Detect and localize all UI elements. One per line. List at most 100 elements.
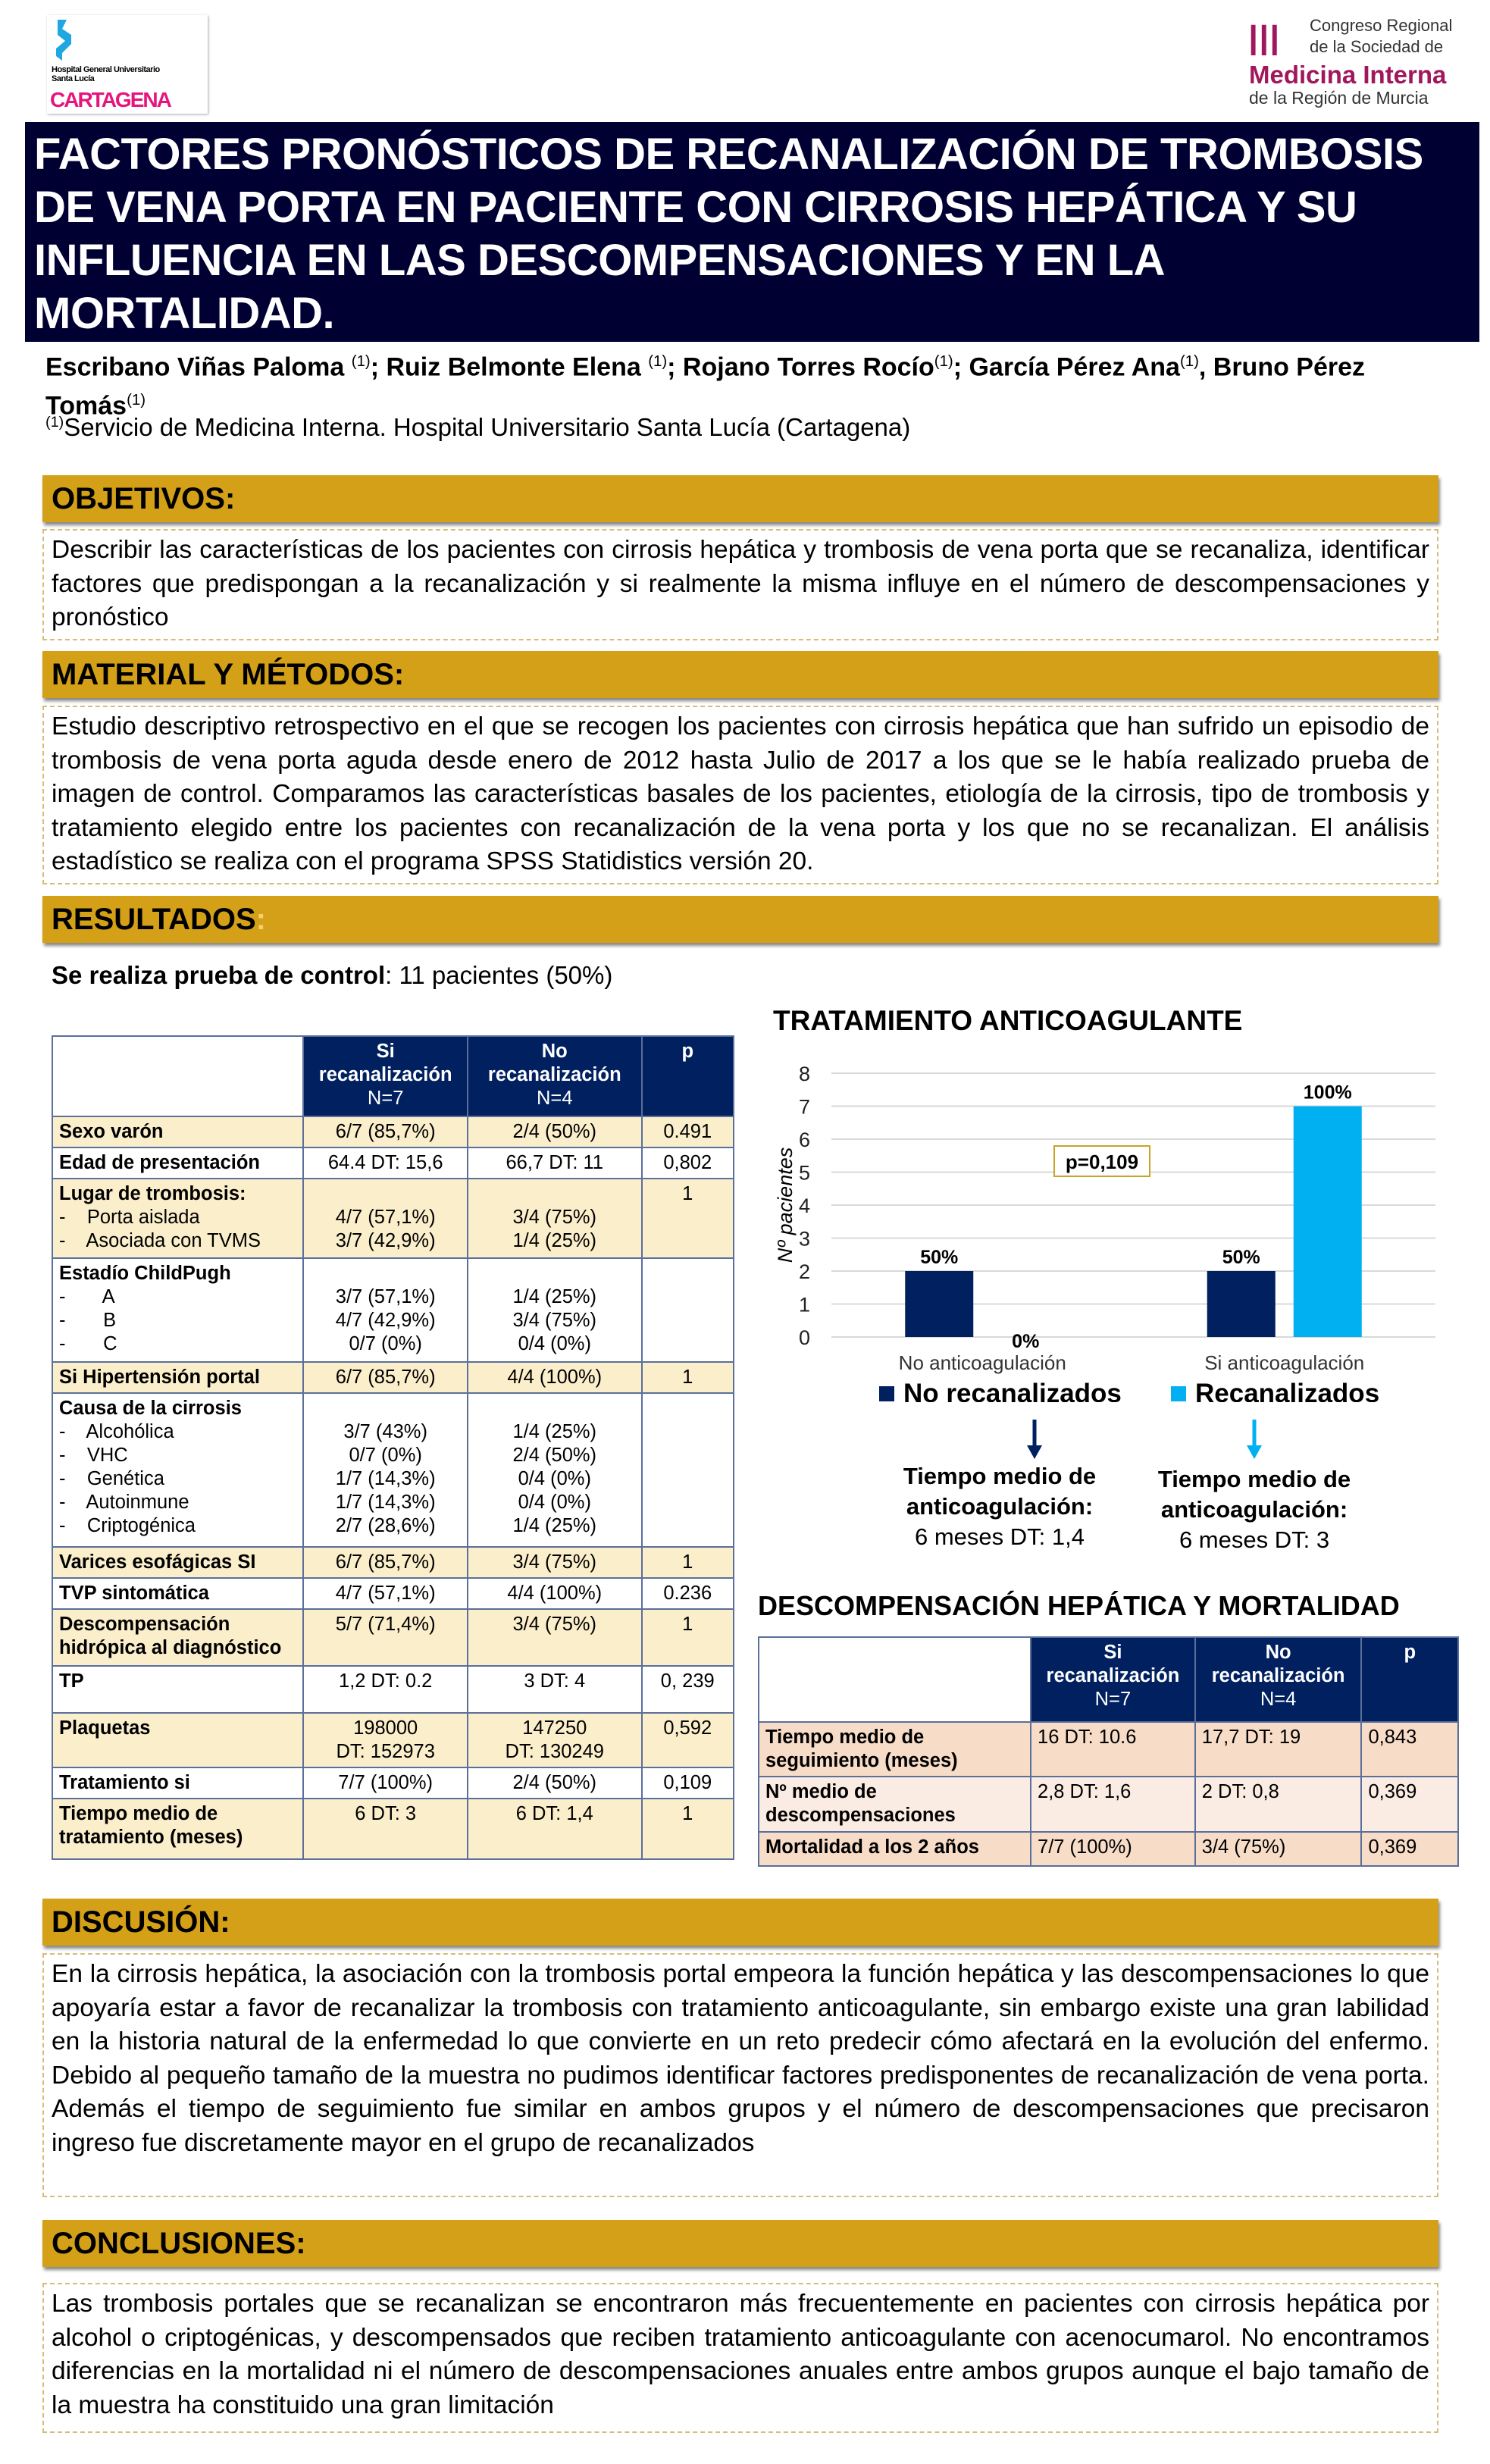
row-label: TP [59, 1670, 84, 1692]
resultados-intro: Se realiza prueba de control: 11 pacient… [52, 961, 612, 990]
si-cell: 7/7 (100%) [1030, 1831, 1196, 1867]
cell-value: 2,8 DT: 1,6 [1038, 1781, 1132, 1802]
cell-value: 4/7 (42,9%) [335, 1310, 436, 1331]
no-cell: 1/4 (25%) 3/4 (75%) 0/4 (0%) [467, 1257, 643, 1363]
p-value: 0,369 [1368, 1781, 1417, 1802]
row-sublabel: - Asociada con TVMS [59, 1230, 261, 1251]
bar-data-label: 0% [1012, 1331, 1039, 1352]
row-label-cell: Lugar de trombosis: - Porta aislada - Asoc… [51, 1178, 305, 1259]
congress-line1: Congreso Regional [1310, 16, 1453, 35]
no-cell: 147250 DT: 130249 [467, 1712, 643, 1768]
note-line1: Tiempo medio de [1157, 1466, 1351, 1492]
table-row: Descompensación hidrópica al diagnóstico… [51, 1608, 735, 1667]
poster-title: FACTORES PRONÓSTICOS DE RECANALIZACIÓN D… [25, 122, 1479, 342]
resultados-header: RESULTADOS: [42, 896, 1438, 943]
legend-label: No recanalizados [903, 1379, 1122, 1402]
cell-value: 6 DT: 3 [355, 1803, 417, 1824]
table-row: Lugar de trombosis: - Porta aislada - Asoc… [51, 1178, 735, 1259]
spacer [310, 1182, 461, 1206]
cell-value: 2/4 (50%) [512, 1445, 597, 1466]
note-line2: anticoagulación: [906, 1493, 1094, 1520]
column-header: Si recanalización N=7 [302, 1035, 469, 1117]
table-row: Tiempo medio de tratamiento (meses) 6 DT:… [51, 1798, 735, 1860]
x-category-label: Si anticoagulación [1204, 1351, 1364, 1374]
legend-swatch [1171, 1386, 1186, 1401]
header-line1: p [1404, 1642, 1416, 1663]
si-cell: 198000 DT: 152973 [302, 1712, 469, 1768]
author-sup: (1) [351, 353, 371, 370]
header-line1: p [681, 1041, 694, 1062]
cell-value: 5/7 (71,4%) [335, 1614, 436, 1635]
chart-title: TRATAMIENTO ANTICOAGULANTE [773, 1005, 1243, 1036]
si-cell: 6/7 (85,7%) [302, 1361, 469, 1394]
no-cell: 17,7 DT: 19 [1194, 1721, 1363, 1777]
header-line2: recanalización [487, 1064, 621, 1085]
p-cell: 0,802 [640, 1147, 735, 1179]
cell-value: 2 DT: 0,8 [1201, 1781, 1279, 1802]
hospital-name-line2: Santa Lucía [52, 74, 95, 83]
resultados-title: RESULTADOS [52, 903, 256, 936]
p-value: 0,802 [663, 1152, 712, 1173]
row-label-cell: Si Hipertensión portal [51, 1361, 305, 1394]
header-n: N=4 [1260, 1689, 1297, 1710]
row-label-cell: Tiempo medio de tratamiento (meses) [51, 1798, 305, 1860]
resultados-colon: : [255, 903, 266, 936]
author-name: Ruiz Belmonte Elena [386, 352, 649, 382]
metodos-header: MATERIAL Y MÉTODOS: [42, 651, 1438, 698]
row-label: Causa de la cirrosis [59, 1398, 242, 1419]
cell-value: DT: 130249 [505, 1741, 604, 1762]
row-sublabel: - Alcohólica [59, 1421, 174, 1442]
table-row: Edad de presentación 64.4 DT: 15,6 66,7 DT… [51, 1147, 735, 1179]
p-value: 0,843 [1368, 1727, 1417, 1748]
congress-line4: de la Región de Murcia [1249, 88, 1429, 108]
cell-value: 6/7 (85,7%) [335, 1551, 436, 1573]
p-cell: 0, 239 [640, 1665, 735, 1714]
congress-line3: Medicina Interna [1249, 61, 1447, 89]
affiliation-text: Servicio de Medicina Interna. Hospital U… [64, 413, 911, 441]
header-n: N=7 [1094, 1689, 1132, 1710]
empty-header-cell [757, 1636, 1032, 1723]
congress-logo: III Congreso Regional de la Sociedad de M… [1249, 12, 1476, 111]
p-value: 0,109 [663, 1772, 712, 1793]
cell-value: 4/7 (57,1%) [335, 1583, 436, 1604]
p-cell: 0.236 [640, 1577, 735, 1610]
p-value: 1 [682, 1551, 693, 1573]
cell-value: 17,7 DT: 19 [1201, 1727, 1301, 1748]
author-sup: (1) [127, 392, 146, 409]
results-table: Si recanalización N=7 No recanalización N=4 p … [51, 1035, 735, 1860]
p-cell: 1 [640, 1178, 735, 1259]
row-label: Mortalidad a los 2 años [765, 1836, 979, 1858]
table-row: Sexo varón 6/7 (85,7%) 2/4 (50%) 0.491 [51, 1116, 735, 1148]
y-tick-label: 0 [799, 1326, 810, 1349]
conclusiones-text: Las trombosis portales que se recanaliza… [42, 2283, 1438, 2433]
no-cell: 6 DT: 1,4 [467, 1798, 643, 1860]
no-cell: 2/4 (50%) [467, 1767, 643, 1799]
header-line1: No [1265, 1642, 1291, 1663]
author-separator: ; [370, 352, 387, 382]
row-sublabel: - Criptogénica [59, 1515, 196, 1536]
header-line2: recanalización [1211, 1665, 1345, 1686]
si-cell: 7/7 (100%) [302, 1767, 469, 1799]
si-cell: 1,2 DT: 0.2 [302, 1665, 469, 1714]
p-value: 1 [682, 1183, 693, 1204]
table-row: Tiempo medio de seguimiento (meses) 16 DT… [757, 1721, 1459, 1777]
cell-value: 2/7 (28,6%) [335, 1515, 436, 1536]
row-sublabel: - A [59, 1286, 115, 1307]
affiliation: (1)Servicio de Medicina Interna. Hospita… [45, 413, 910, 442]
cell-value: 3/7 (43%) [343, 1421, 427, 1442]
table-row: Si Hipertensión portal 6/7 (85,7%) 4/4 (10… [51, 1361, 735, 1394]
row-label-cell: Edad de presentación [51, 1147, 305, 1179]
cell-value: 1/4 (25%) [512, 1421, 597, 1442]
row-label: Descompensación hidrópica al diagnóstico [59, 1614, 282, 1658]
no-cell: 3/4 (75%) [1194, 1831, 1363, 1867]
table-row: Estadío ChildPugh - A - B- C 3/7 (57,1%) 4/7… [51, 1257, 735, 1363]
bar [1207, 1271, 1276, 1337]
cell-value: 64.4 DT: 15,6 [327, 1152, 443, 1173]
note-line3: 6 meses DT: 3 [1179, 1526, 1330, 1553]
cell-value: 1,2 DT: 0.2 [339, 1670, 433, 1692]
row-label-cell: Estadío ChildPugh - A - B- C [51, 1257, 305, 1363]
p-cell: 0,109 [640, 1767, 735, 1799]
cell-value: 3/4 (75%) [512, 1551, 597, 1573]
si-cell: 4/7 (57,1%) [302, 1577, 469, 1610]
cell-value: 7/7 (100%) [338, 1772, 434, 1793]
